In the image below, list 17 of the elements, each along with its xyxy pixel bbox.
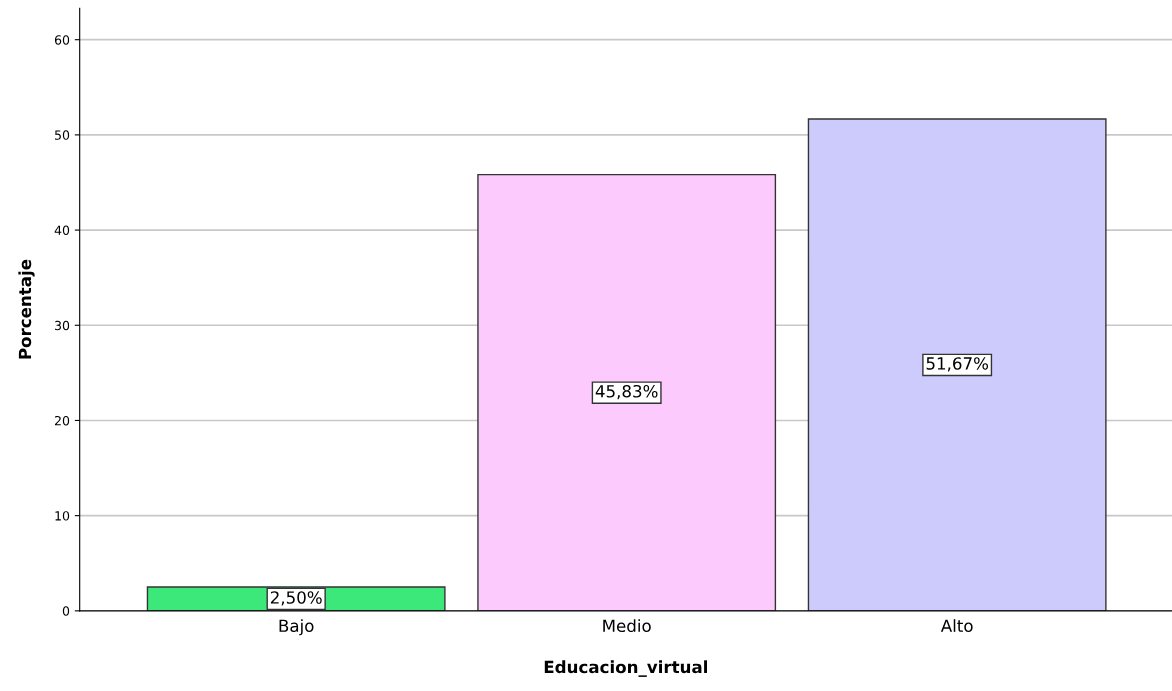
y-tick-label: 0 bbox=[62, 606, 70, 616]
y-tick-label: 20 bbox=[54, 415, 70, 426]
x-tick-label: Medio bbox=[603, 619, 651, 633]
bar bbox=[807, 118, 1107, 611]
bar bbox=[477, 173, 777, 611]
y-tick-label: 40 bbox=[54, 225, 70, 236]
y-tick-label: 30 bbox=[55, 320, 70, 331]
x-axis-title: Educacion_virtual bbox=[544, 660, 708, 677]
y-tick-label: 60 bbox=[54, 35, 70, 45]
x-tick-label: Bajo bbox=[279, 619, 314, 636]
data-label: 2,50% bbox=[270, 591, 322, 606]
y-axis-title: Porcentaje bbox=[18, 259, 35, 359]
data-label: 45,83% bbox=[595, 384, 658, 400]
y-tick-label: 10 bbox=[55, 511, 70, 521]
y-tick-label: 50 bbox=[55, 130, 70, 140]
data-label: 51,67% bbox=[926, 357, 989, 372]
x-tick-label: Alto bbox=[940, 619, 973, 633]
